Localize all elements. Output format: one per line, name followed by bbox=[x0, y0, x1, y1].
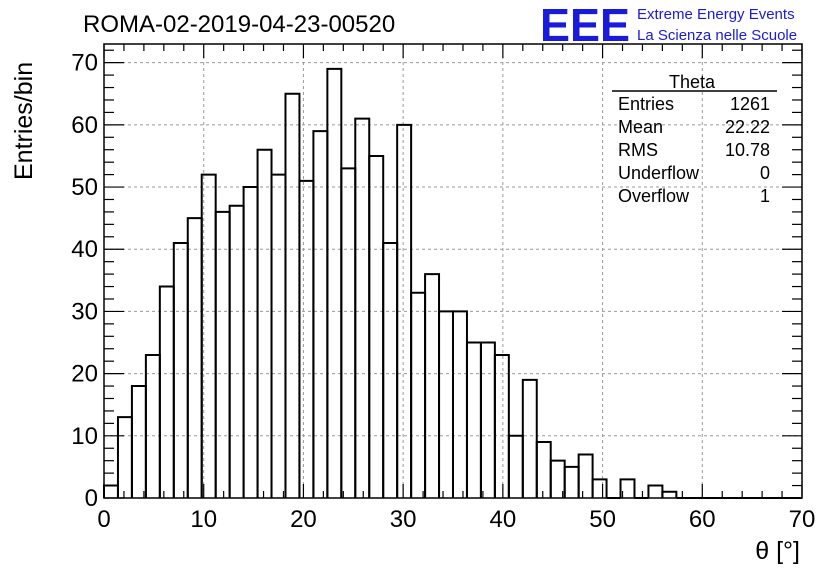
histogram-bin bbox=[354, 117, 371, 498]
histogram-bin bbox=[410, 291, 427, 498]
histogram-bin bbox=[521, 378, 538, 498]
histogram-bin bbox=[493, 353, 510, 498]
stats-title: Theta bbox=[669, 72, 716, 92]
eee-logo: EEE bbox=[540, 0, 630, 51]
x-tick-label: 70 bbox=[789, 506, 816, 533]
histogram-bin bbox=[452, 310, 468, 498]
histogram-bin bbox=[214, 210, 231, 498]
stats-box: Theta Entries 1261 Mean 22.22 RMS 10.78 Underf… bbox=[612, 72, 777, 206]
stats-label: Entries bbox=[618, 94, 674, 114]
plot-border bbox=[103, 43, 803, 499]
histogram-bin bbox=[577, 453, 594, 498]
x-tick-label: 20 bbox=[290, 506, 317, 533]
histogram-bin bbox=[200, 173, 217, 498]
histogram-bin bbox=[479, 341, 496, 498]
stats-label: RMS bbox=[618, 140, 658, 160]
histogram-bin bbox=[116, 416, 133, 498]
x-axis-ticks: 0 10 20 30 40 50 60 70 bbox=[97, 44, 815, 533]
y-tick-label: 50 bbox=[71, 174, 98, 201]
x-axis-label: θ [°] bbox=[755, 537, 800, 565]
logo-subtitle-line1: Extreme Energy Events bbox=[637, 6, 795, 23]
stats-value: 10.78 bbox=[725, 140, 770, 160]
histogram-bin bbox=[158, 285, 175, 498]
logo-subtitle-line2: La Scienza nelle Scuole bbox=[637, 27, 797, 44]
y-tick-label: 0 bbox=[85, 485, 98, 512]
y-tick-label: 20 bbox=[71, 361, 98, 388]
histogram-bin bbox=[424, 273, 441, 498]
histogram-bin bbox=[284, 92, 301, 498]
histogram-bin bbox=[507, 434, 524, 498]
histogram-bin bbox=[270, 173, 287, 498]
stats-label: Underflow bbox=[618, 163, 700, 183]
y-tick-label: 30 bbox=[71, 298, 98, 325]
plot-frame bbox=[103, 43, 803, 499]
histogram-bin bbox=[619, 478, 636, 498]
histogram-bin bbox=[647, 484, 664, 498]
stats-value: 0 bbox=[760, 163, 770, 183]
histogram-bin bbox=[465, 341, 482, 498]
histogram-series bbox=[103, 67, 802, 499]
histogram-bin bbox=[591, 478, 608, 498]
histogram-bin bbox=[256, 148, 273, 498]
x-tick-label: 30 bbox=[390, 506, 417, 533]
x-tick-label: 60 bbox=[689, 506, 716, 533]
x-tick-label: 10 bbox=[190, 506, 217, 533]
y-tick-label: 60 bbox=[71, 112, 98, 139]
histogram-bin bbox=[298, 179, 315, 498]
histogram-bin bbox=[661, 490, 678, 498]
histogram-bin bbox=[340, 167, 357, 498]
histogram-bin bbox=[130, 385, 147, 498]
stats-label: Overflow bbox=[618, 186, 690, 206]
stats-value: 1261 bbox=[730, 94, 770, 114]
stats-value: 22.22 bbox=[725, 117, 770, 137]
histogram-bin bbox=[368, 154, 385, 498]
stats-value: 1 bbox=[760, 186, 770, 206]
histogram-bin bbox=[186, 217, 203, 498]
histogram-bin bbox=[563, 465, 580, 498]
histogram-bin bbox=[326, 67, 343, 498]
histogram-bin bbox=[172, 242, 189, 498]
x-tick-label: 0 bbox=[97, 506, 110, 533]
histogram-bin bbox=[535, 441, 552, 498]
histogram-bin bbox=[382, 242, 399, 498]
y-tick-label: 10 bbox=[71, 423, 98, 450]
stats-label: Mean bbox=[618, 117, 663, 137]
histogram-bin bbox=[103, 484, 119, 498]
y-tick-label: 40 bbox=[71, 236, 98, 263]
y-tick-label: 70 bbox=[71, 50, 98, 77]
histogram-bin bbox=[242, 186, 259, 498]
histogram-bin bbox=[312, 130, 329, 498]
chart-title: ROMA-02-2019-04-23-00520 bbox=[83, 11, 395, 38]
x-tick-label: 40 bbox=[490, 506, 517, 533]
histogram-bin bbox=[438, 310, 454, 498]
y-axis-label: Entries/bin bbox=[10, 62, 38, 180]
x-tick-label: 50 bbox=[589, 506, 616, 533]
histogram-bin bbox=[144, 353, 161, 498]
